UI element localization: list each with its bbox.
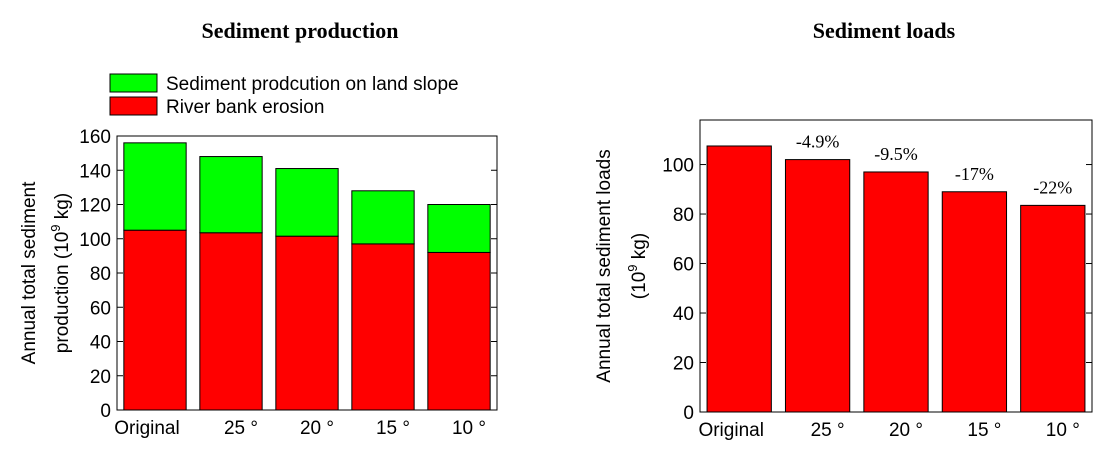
x-tick-label: 20 °	[300, 418, 334, 439]
y-tick-label: 140	[79, 161, 111, 182]
y-tick-label: 160	[79, 127, 111, 148]
y-tick-label: 80	[673, 205, 694, 226]
bar-annotation: -4.9%	[796, 132, 840, 152]
y-axis-label-text: Annual total sediment loads	[594, 149, 615, 382]
x-tick-label: 15 °	[967, 420, 1001, 441]
bar-segment	[199, 156, 263, 234]
y-axis-label-sup: 9	[625, 264, 640, 271]
y-axis-label-sup: 9	[48, 224, 63, 231]
y-tick-label: 20	[90, 367, 111, 388]
x-tick-label: 10 °	[1046, 420, 1080, 441]
bar-segment	[351, 190, 415, 245]
y-tick-label: 0	[683, 403, 694, 424]
y-tick-label: 60	[673, 255, 694, 276]
chart-title: Sediment production	[201, 18, 398, 43]
bar-segment	[275, 235, 339, 411]
y-axis-label: production (109 kg)	[48, 193, 73, 353]
x-tick-label: 25 °	[224, 418, 258, 439]
bar	[1020, 204, 1086, 413]
legend-label: Sediment prodcution on land slope	[166, 74, 459, 95]
y-axis-label: Annual total sediment	[19, 181, 40, 364]
y-tick-label: 60	[90, 298, 111, 319]
bar	[941, 191, 1008, 413]
bar-segment	[123, 142, 187, 231]
y-axis-label-text: (10	[629, 272, 650, 299]
y-tick-label: 120	[79, 196, 111, 217]
y-tick-label: 20	[673, 354, 694, 375]
x-tick-label: 20 °	[889, 420, 923, 441]
y-axis-label: Annual total sediment loads	[594, 149, 615, 382]
y-axis-label: (109 kg)	[625, 233, 650, 299]
y-axis-label-text: kg)	[52, 193, 73, 225]
y-axis-label-text: production (10	[52, 232, 73, 353]
bar-segment	[123, 229, 187, 411]
y-axis-label-text: kg)	[629, 233, 650, 265]
legend-label: River bank erosion	[166, 97, 324, 118]
x-tick-label: Original	[114, 418, 179, 439]
bar-segment	[351, 243, 415, 411]
chart-title: Sediment loads	[813, 18, 956, 43]
y-tick-label: 40	[673, 304, 694, 325]
y-axis-label-text: Annual total sediment	[19, 181, 40, 364]
bar-segment	[199, 232, 263, 411]
y-tick-label: 100	[79, 230, 111, 251]
bar	[784, 159, 851, 413]
x-tick-label: Original	[698, 420, 763, 441]
bar-segment	[427, 251, 491, 411]
legend-swatch	[109, 96, 158, 116]
bar	[863, 171, 929, 413]
x-tick-label: 25 °	[811, 420, 845, 441]
bar	[706, 145, 772, 413]
bar-segment	[427, 204, 491, 253]
legend-swatch	[109, 73, 158, 93]
y-tick-label: 0	[100, 401, 111, 422]
plot-frame	[116, 135, 498, 411]
bar-annotation: -9.5%	[874, 144, 918, 164]
bar-segment	[275, 168, 339, 237]
y-tick-label: 80	[90, 264, 111, 285]
x-tick-label: 10 °	[452, 418, 486, 439]
x-tick-label: 15 °	[376, 418, 410, 439]
plot-frame	[699, 119, 1093, 413]
bar-annotation: -17%	[955, 164, 994, 184]
y-tick-label: 100	[662, 156, 694, 177]
y-tick-label: 40	[90, 333, 111, 354]
bar-annotation: -22%	[1033, 177, 1072, 197]
